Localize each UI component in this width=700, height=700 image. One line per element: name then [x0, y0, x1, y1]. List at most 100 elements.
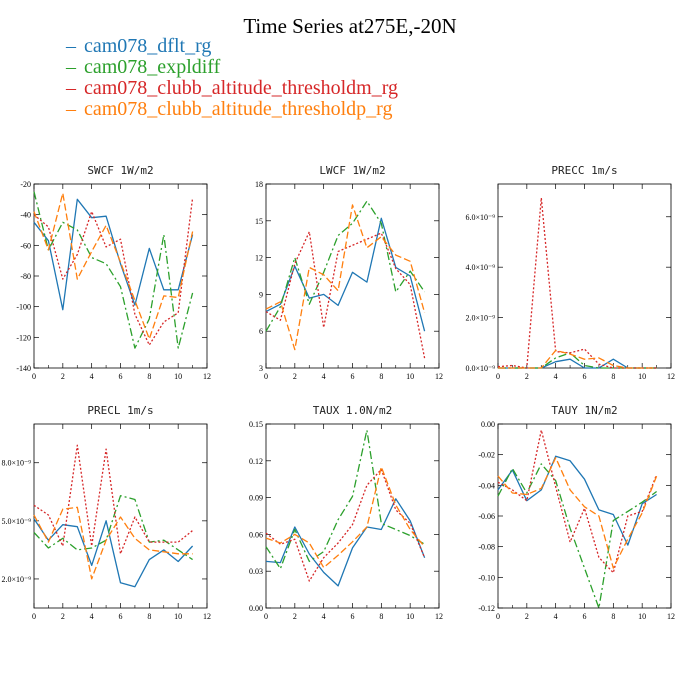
y-tick-label: -20 [20, 180, 31, 189]
y-tick-label: -0.04 [478, 481, 495, 490]
y-tick-label: 5.0×10⁻⁹ [1, 517, 31, 526]
x-tick-label: 0 [264, 612, 268, 621]
series-line [498, 358, 657, 369]
y-tick-label: 18 [255, 180, 263, 189]
x-tick-label: 4 [322, 612, 326, 621]
series-line [497, 457, 658, 569]
x-tick-label: 4 [554, 372, 558, 381]
legend-label: cam078_clubb_altitude_thresholdp_rg [84, 98, 393, 120]
series-line [33, 197, 194, 346]
x-tick-label: 6 [583, 612, 587, 621]
legend-entry: – cam078_clubb_altitude_thresholdp_rg [66, 99, 398, 120]
y-tick-label: 6.0×10⁻⁹ [465, 213, 495, 222]
series-line [265, 231, 426, 359]
x-tick-label: 12 [203, 612, 211, 621]
x-tick-label: 10 [174, 612, 182, 621]
series-line [265, 466, 426, 569]
legend-label: cam078_expldiff [84, 56, 221, 78]
x-tick-label: 12 [667, 612, 675, 621]
x-tick-label: 6 [351, 612, 355, 621]
y-tick-label: -0.02 [478, 451, 495, 460]
y-tick-label: 3 [259, 364, 263, 373]
y-tick-label: 2.0×10⁻⁹ [465, 314, 495, 323]
y-tick-label: -0.06 [478, 512, 495, 521]
series-line [265, 204, 426, 351]
y-tick-label: -120 [16, 333, 31, 342]
x-tick-label: 10 [406, 612, 414, 621]
y-tick-label: 0.03 [249, 567, 263, 576]
y-tick-label: -0.08 [478, 543, 495, 552]
y-tick-label: 12 [255, 254, 263, 263]
y-tick-label: -100 [16, 303, 31, 312]
legend-entry: – cam078_clubb_altitude_thresholdm_rg [66, 78, 398, 99]
x-tick-label: 8 [147, 612, 151, 621]
y-tick-label: -40 [20, 211, 31, 220]
x-tick-label: 2 [293, 612, 297, 621]
y-tick-label: 0.12 [249, 457, 263, 466]
x-tick-label: 6 [119, 372, 123, 381]
x-tick-label: 10 [638, 612, 646, 621]
x-tick-label: 4 [554, 612, 558, 621]
x-tick-label: 0 [32, 612, 36, 621]
panel-title: SWCF 1W/m2 [87, 164, 153, 177]
x-tick-label: 0 [32, 372, 36, 381]
y-tick-label: 2.0×10⁻⁹ [1, 575, 31, 584]
series-line [265, 468, 426, 582]
panel-title: TAUY 1N/m2 [551, 404, 617, 417]
x-tick-label: 2 [525, 612, 529, 621]
y-tick-label: 0.0×10⁻⁹ [465, 364, 495, 373]
plot-frame [497, 423, 672, 609]
x-tick-label: 10 [638, 372, 646, 381]
x-tick-label: 0 [264, 372, 268, 381]
plot-frame [265, 423, 440, 609]
x-tick-label: 4 [90, 612, 94, 621]
x-tick-label: 2 [61, 612, 65, 621]
series-line [497, 463, 657, 609]
y-tick-label: 0.00 [249, 604, 263, 613]
legend-swatch: – [66, 77, 76, 99]
series-line [33, 198, 194, 311]
x-tick-label: 8 [611, 372, 615, 381]
x-tick-label: 10 [174, 372, 182, 381]
panel-title: PRECL 1m/s [87, 404, 153, 417]
x-tick-label: 4 [322, 372, 326, 381]
x-tick-label: 2 [293, 372, 297, 381]
x-tick-label: 0 [496, 372, 500, 381]
legend-entry: – cam078_dflt_rg [66, 36, 398, 57]
y-tick-label: -0.12 [478, 604, 495, 613]
x-tick-label: 8 [379, 372, 383, 381]
y-tick-label: 0.00 [481, 420, 495, 429]
x-tick-label: 8 [611, 612, 615, 621]
series-line [265, 429, 425, 570]
x-tick-label: 10 [406, 372, 414, 381]
series-line [265, 498, 426, 587]
series-line [33, 191, 194, 349]
panel-title: LWCF 1W/m2 [319, 164, 385, 177]
legend-label: cam078_clubb_altitude_thresholdm_rg [84, 77, 399, 99]
y-tick-label: -0.10 [478, 573, 495, 582]
y-tick-label: -60 [20, 241, 31, 250]
legend-entry: – cam078_expldiff [66, 57, 398, 78]
series-line [33, 506, 193, 580]
y-tick-label: 0.15 [249, 420, 263, 429]
x-tick-label: 12 [667, 372, 675, 381]
legend-swatch: – [66, 35, 76, 57]
series-line [498, 349, 657, 369]
y-tick-label: -140 [16, 364, 31, 373]
plot-frame [497, 183, 672, 369]
x-tick-label: 6 [351, 372, 355, 381]
y-tick-label: 8.0×10⁻⁹ [1, 459, 31, 468]
x-tick-label: 0 [496, 612, 500, 621]
legend: – cam078_dflt_rg – cam078_expldiff – cam078… [66, 36, 398, 120]
series-line [33, 444, 194, 555]
x-tick-label: 6 [583, 372, 587, 381]
y-tick-label: 15 [255, 217, 263, 226]
y-tick-label: 4.0×10⁻⁹ [465, 263, 495, 272]
legend-swatch: – [66, 56, 76, 78]
y-tick-label: 6 [259, 327, 263, 336]
y-tick-label: 9 [259, 290, 263, 299]
series-line [497, 429, 658, 574]
x-tick-label: 8 [147, 372, 151, 381]
legend-label: cam078_dflt_rg [84, 35, 212, 57]
